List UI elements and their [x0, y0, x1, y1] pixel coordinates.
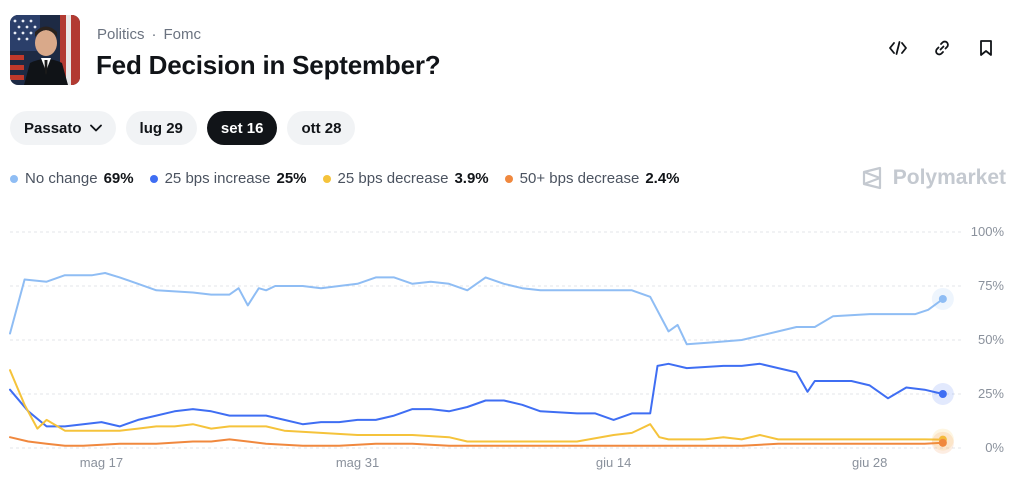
series-line-50-bps-decrease	[9, 436, 944, 447]
x-tick-label: giu 28	[852, 455, 887, 470]
y-tick-label: 25%	[978, 386, 1004, 401]
x-tick-label: giu 14	[596, 455, 631, 470]
date-pill-ott-28[interactable]: ott 28	[287, 111, 356, 145]
header-actions	[888, 38, 996, 58]
legend-item-50-bps-decrease: 50+ bps decrease 2.4%	[504, 170, 680, 187]
polymarket-watermark: Polymarket	[861, 166, 1006, 190]
x-tick-label: mag 17	[80, 455, 123, 470]
legend-value: 69%	[103, 170, 134, 187]
polymarket-logo-icon	[862, 166, 881, 190]
legend-value: 3.9%	[454, 170, 489, 187]
page-title: Fed Decision in September?	[96, 50, 441, 80]
legend-item-no-change: No change 69%	[10, 170, 134, 187]
history-dropdown[interactable]: Passato	[10, 111, 116, 145]
legend-value: 2.4%	[645, 170, 680, 187]
series-line-no-change	[9, 272, 944, 346]
series-line-25-bps-increase	[9, 362, 944, 428]
legend-label: 50+ bps decrease	[519, 170, 640, 187]
legend-item-25-bps-increase: 25 bps increase 25%	[149, 170, 307, 187]
legend-dot	[504, 174, 513, 183]
series-line-25-bps-decrease	[9, 369, 944, 443]
date-filter-bar: Passato lug 29 set 16 ott 28	[10, 111, 356, 145]
chart-lines	[9, 272, 944, 447]
chevron-down-icon	[89, 124, 102, 132]
end-marker	[938, 294, 947, 303]
y-axis-ticks: 100% 75% 50% 25% 0%	[971, 224, 1005, 455]
breadcrumb-separator: ·	[151, 26, 157, 43]
history-dropdown-label: Passato	[24, 119, 82, 137]
chart-grid	[10, 231, 962, 449]
market-image	[10, 15, 80, 85]
legend-dot	[322, 174, 331, 183]
chart-legend: No change 69% 25 bps increase 25% 25 bps…	[10, 170, 680, 187]
breadcrumb: Politics · Fomc	[97, 26, 201, 43]
legend-item-25-bps-decrease: 25 bps decrease 3.9%	[322, 170, 489, 187]
legend-label: No change	[25, 170, 98, 187]
legend-label: 25 bps decrease	[337, 170, 449, 187]
embed-code-icon[interactable]	[888, 38, 908, 58]
x-tick-label: mag 31	[336, 455, 379, 470]
legend-dot	[149, 174, 158, 183]
bookmark-icon[interactable]	[976, 38, 996, 58]
chart-end-markers	[931, 287, 954, 454]
legend-label: 25 bps increase	[164, 170, 271, 187]
legend-dot	[10, 174, 18, 183]
breadcrumb-subcategory[interactable]: Fomc	[163, 26, 202, 43]
y-tick-label: 0%	[985, 440, 1004, 455]
y-tick-label: 100%	[971, 224, 1005, 239]
date-pill-set-16[interactable]: set 16	[206, 111, 278, 145]
date-pill-lug-29[interactable]: lug 29	[125, 111, 197, 145]
brand-name: Polymarket	[892, 166, 1006, 189]
x-axis-ticks: mag 17 mag 31 giu 14 giu 28	[80, 455, 888, 470]
legend-value: 25%	[276, 170, 307, 187]
link-icon[interactable]	[932, 38, 952, 58]
y-tick-label: 50%	[978, 332, 1004, 347]
y-tick-label: 75%	[978, 278, 1004, 293]
end-marker	[938, 390, 947, 398]
market-thumbnail	[10, 15, 80, 85]
breadcrumb-category[interactable]: Politics	[97, 26, 145, 43]
end-marker	[938, 438, 947, 447]
